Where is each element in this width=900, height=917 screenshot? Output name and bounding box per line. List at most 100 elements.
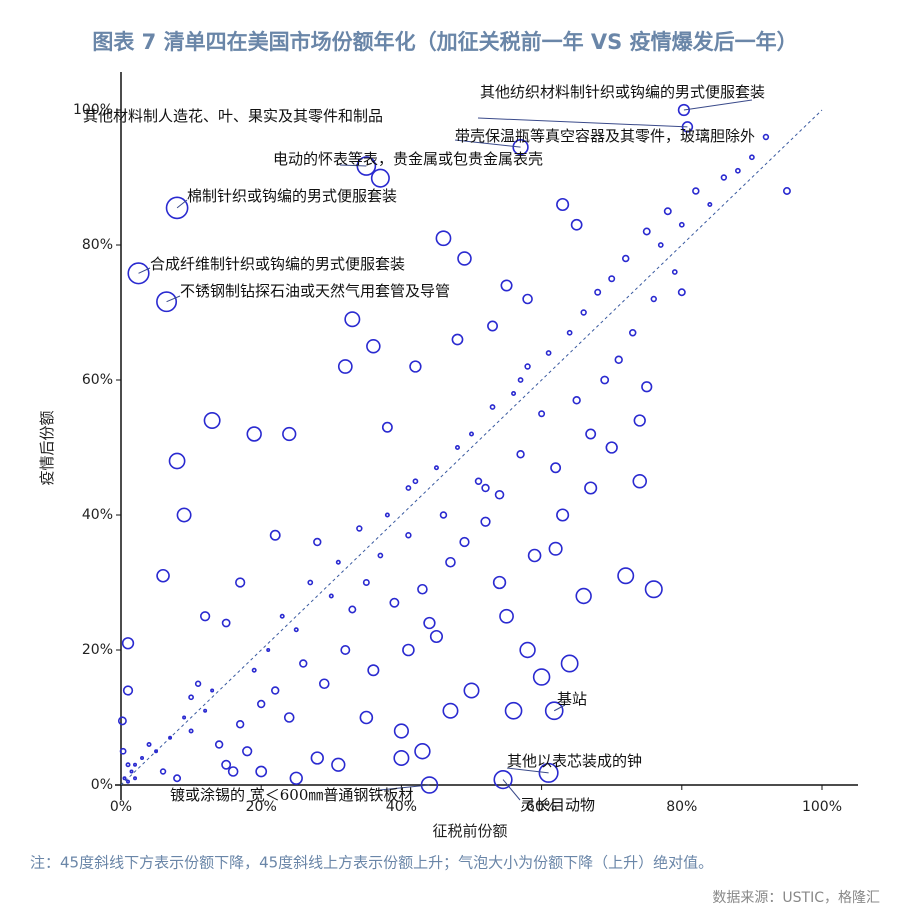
bubble — [127, 262, 150, 285]
bubble — [560, 654, 579, 673]
x-tick-label: 20% — [246, 799, 277, 815]
bubble — [621, 254, 630, 263]
bubble — [412, 478, 419, 485]
bubble — [494, 489, 505, 500]
bubble — [500, 279, 513, 292]
bubble — [429, 629, 444, 644]
leader-line — [553, 704, 566, 712]
bubble — [257, 699, 266, 709]
bubble — [480, 516, 491, 527]
y-tick-label: 20% — [82, 642, 113, 658]
bubble — [335, 559, 341, 565]
diagonal-line — [120, 109, 823, 786]
bubble — [642, 227, 651, 236]
bubble — [409, 360, 422, 373]
bubble — [556, 508, 570, 522]
leader-line — [379, 784, 430, 791]
bubble — [657, 242, 664, 248]
bubble — [633, 414, 646, 427]
bubble — [299, 659, 308, 668]
bubble — [570, 218, 583, 231]
bubble — [266, 647, 271, 652]
bubble — [556, 197, 570, 212]
bubble — [221, 618, 231, 628]
bubble — [168, 452, 186, 470]
leader-line — [477, 117, 688, 128]
bubble — [584, 481, 598, 495]
bubble — [126, 779, 131, 784]
leader-line — [339, 164, 367, 167]
bubble — [214, 740, 224, 749]
bubble — [129, 769, 134, 774]
bubble — [251, 667, 257, 673]
bubble — [532, 668, 551, 686]
bubble — [405, 485, 412, 491]
bubble — [459, 536, 470, 548]
bubble — [203, 412, 221, 429]
bubble — [242, 746, 253, 757]
bubble — [493, 770, 513, 790]
bubble — [454, 445, 460, 450]
bubble — [545, 350, 552, 356]
bubble — [117, 716, 127, 726]
bubble — [644, 580, 663, 599]
bubble — [235, 720, 245, 729]
bubble — [119, 747, 127, 755]
bubble — [367, 664, 380, 677]
bubble — [519, 641, 536, 659]
bubble — [423, 616, 436, 630]
bubble — [279, 613, 285, 619]
bubble — [156, 291, 178, 313]
bubble — [168, 735, 173, 740]
annotation: 其他材料制人造花、叶、果实及其零件和制品 — [83, 107, 383, 125]
source: 数据来源：USTIC，格隆汇 — [712, 890, 880, 906]
bubble — [122, 685, 134, 696]
bubble — [381, 421, 393, 433]
bubble — [188, 728, 194, 734]
annotation: 棉制针织或钩编的男式便服套装 — [187, 187, 397, 205]
bubble — [210, 688, 215, 693]
leader-line — [683, 99, 753, 111]
bubble — [572, 396, 581, 405]
bubble — [377, 552, 384, 559]
bubble — [671, 269, 678, 275]
bubble — [319, 678, 330, 690]
bubble — [650, 295, 657, 303]
y-axis-label: 疫情后份额 — [38, 410, 56, 485]
bubble — [749, 154, 755, 161]
bubble — [457, 251, 472, 266]
bubble — [154, 749, 159, 754]
bubble — [442, 702, 459, 719]
bubble — [527, 548, 542, 563]
y-tick-label: 40% — [82, 507, 113, 523]
bubble — [362, 579, 370, 586]
bubble — [469, 431, 474, 437]
bubble — [313, 537, 322, 547]
bubble — [393, 723, 409, 739]
footnote: 注：45度斜线下方表示份额下降，45度斜线上方表示份额上升；气泡大小为份额下降（… — [30, 854, 713, 872]
bubble — [677, 103, 691, 117]
annotation: 镀或涂锡的 宽＜600㎜普通钢铁板材 — [170, 786, 413, 804]
bubble — [677, 288, 686, 297]
bubble — [550, 462, 562, 474]
bubble — [194, 680, 202, 687]
annotation: 带壳保温瓶等真空容器及其零件，玻璃胆除外 — [455, 127, 755, 145]
annotation: 其他纺织材料制针织或钩编的男式便服套装 — [480, 83, 765, 101]
chart-title: 图表 7 清单四在美国市场份额年化（加征关税前一年 VS 疫情爆发后一年） — [92, 30, 797, 54]
bubble — [641, 381, 653, 393]
bubble — [227, 766, 239, 777]
bubble — [159, 768, 167, 775]
leader-line — [166, 295, 181, 303]
bubble — [282, 426, 297, 442]
bubble — [370, 168, 390, 188]
bubble — [663, 207, 672, 216]
bubble — [125, 762, 131, 768]
x-tick-label: 100% — [802, 799, 842, 815]
bubble — [614, 355, 623, 364]
bubble — [293, 627, 299, 633]
bubble — [433, 465, 439, 471]
bubble — [512, 138, 529, 156]
bubble — [489, 404, 496, 410]
bubble — [340, 645, 351, 655]
bubble — [594, 288, 602, 296]
